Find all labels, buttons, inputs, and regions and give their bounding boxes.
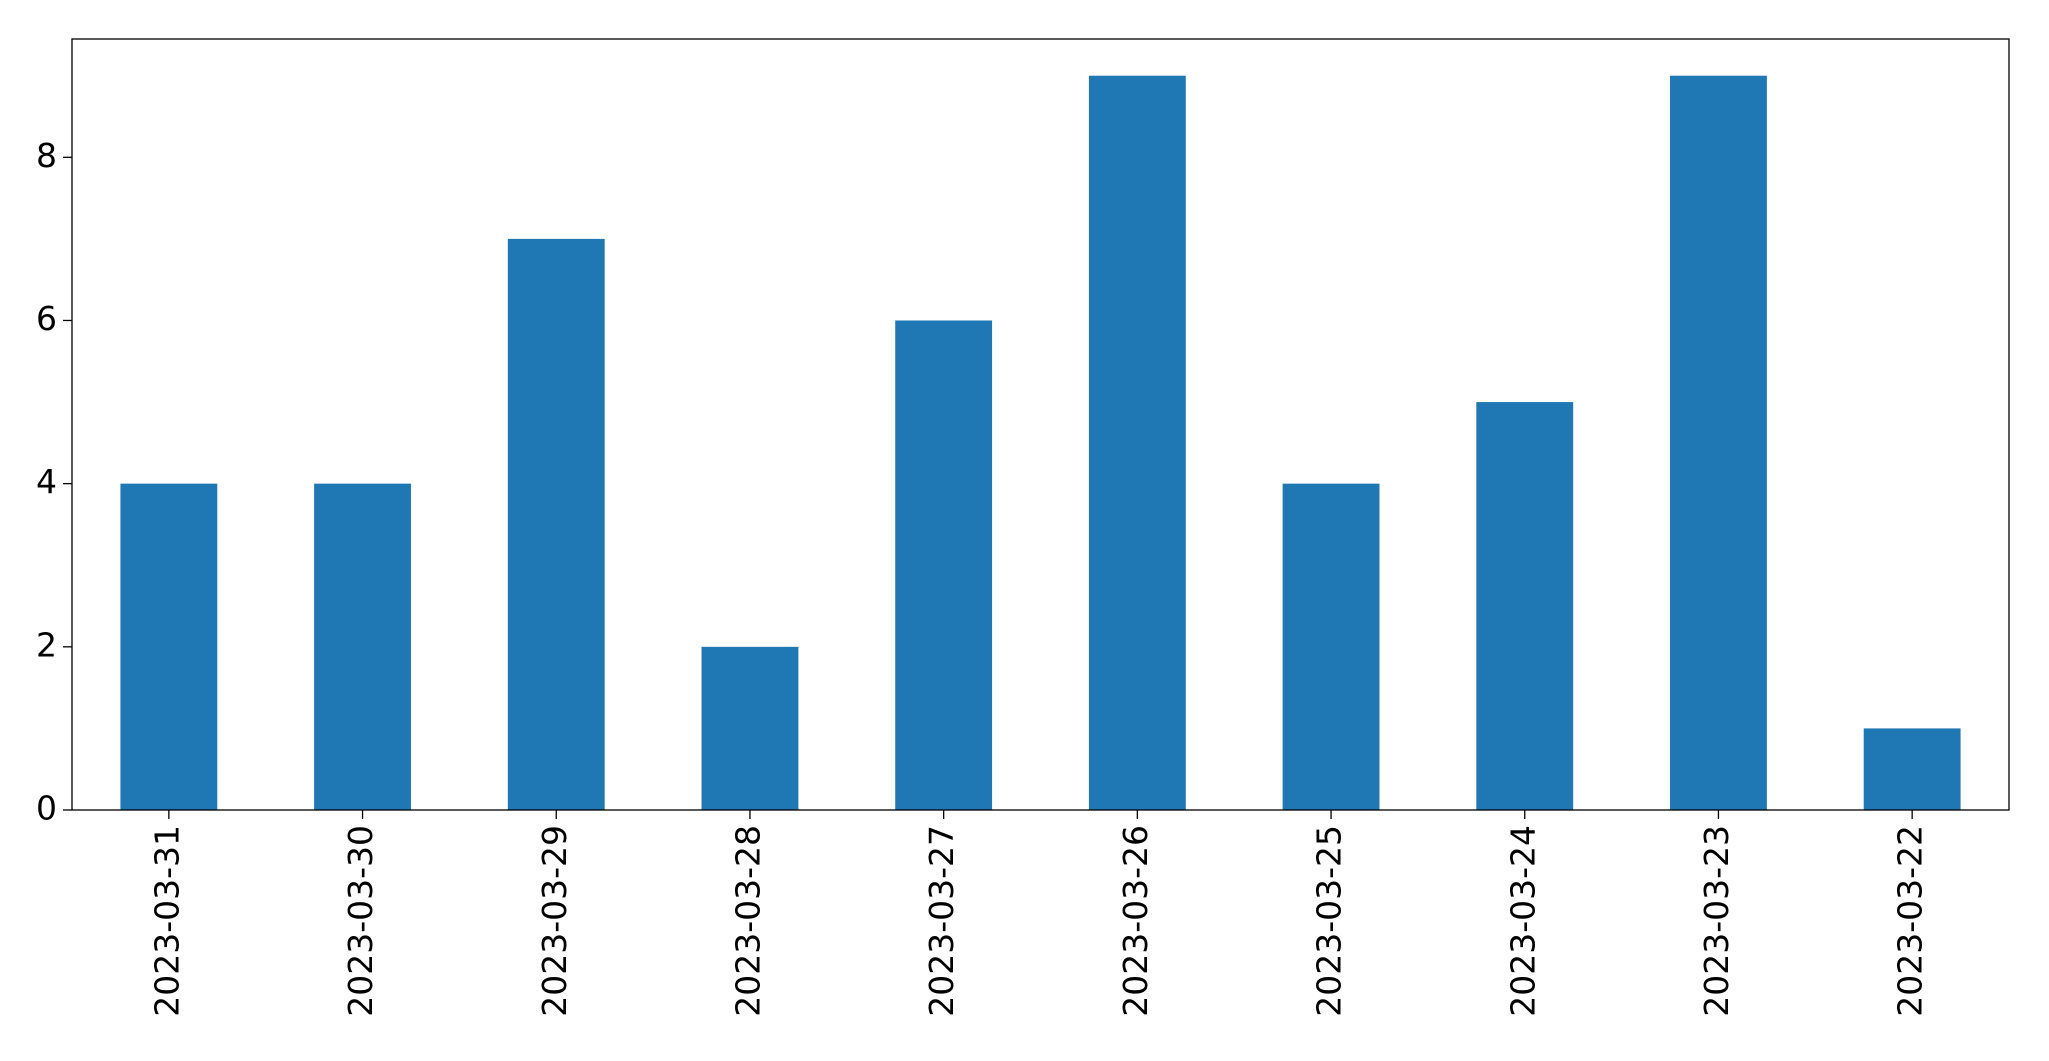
x-tick-label: 2023-03-31 [147,825,186,1017]
y-tick-label: 8 [36,136,57,175]
y-tick-label: 4 [36,462,57,501]
bar [1863,728,1961,810]
bar [701,646,799,810]
y-tick-label: 0 [36,789,57,828]
plot-frame [71,38,2010,811]
x-tick-label: 2023-03-24 [1503,825,1542,1017]
x-tick-label: 2023-03-26 [1116,825,1155,1017]
bar [507,238,605,810]
x-tick-label: 2023-03-30 [341,825,380,1017]
bar [314,483,411,810]
bar [1670,75,1767,810]
bar [120,483,218,810]
bar [1476,402,1574,810]
x-tick-label: 2023-03-29 [535,825,574,1017]
bar [1282,483,1380,810]
bar [895,320,993,810]
y-tick-label: 2 [36,625,57,664]
x-tick-label: 2023-03-25 [1310,825,1349,1017]
y-tick-label: 6 [36,299,57,338]
x-tick-label: 2023-03-28 [728,825,767,1017]
x-tick-label: 2023-03-23 [1697,825,1736,1017]
x-tick-label: 2023-03-27 [922,825,961,1017]
x-tick-label: 2023-03-22 [1891,825,1930,1017]
bar [1088,75,1186,810]
